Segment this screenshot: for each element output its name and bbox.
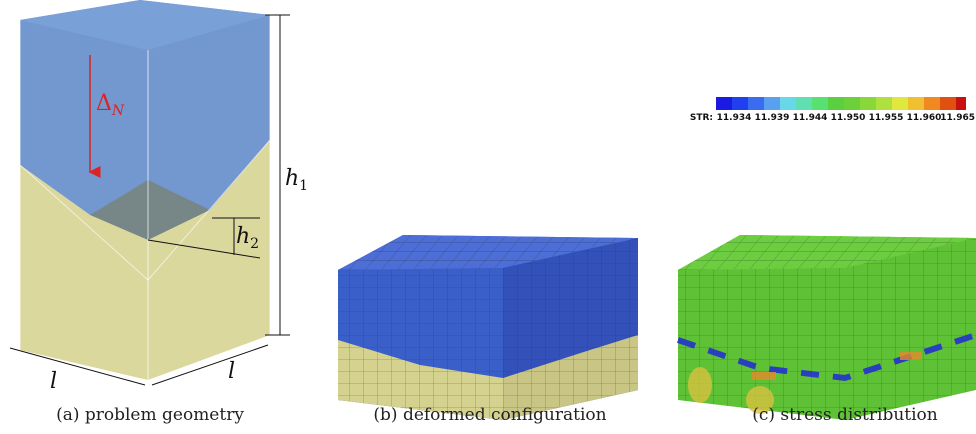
- colorbar-tick: 11.965: [940, 113, 975, 123]
- colorbar-tick: 11.944: [793, 113, 828, 123]
- colorbar-tick: 11.939: [755, 113, 790, 123]
- panel-a: ΔN h1 h2 l l (a) problem geometry: [10, 0, 308, 425]
- colorbar-tick: 11.934: [717, 113, 752, 123]
- panel-b: (b) deformed configuration: [338, 235, 638, 425]
- h1-label: h1: [285, 166, 308, 194]
- figure: ΔN h1 h2 l l (a) problem geometry (b) de…: [0, 0, 976, 434]
- width-label: l: [228, 359, 235, 384]
- caption: (a) problem geometry: [56, 405, 244, 425]
- width-label: l: [50, 369, 57, 394]
- colorbar-title: STR:: [690, 113, 713, 123]
- caption: (b) deformed configuration: [373, 405, 606, 425]
- colorbar-tick: 11.960: [907, 113, 942, 123]
- panel-c: STR: 11.934 11.939 11.944 11.950 11.955 …: [678, 97, 976, 425]
- colorbar-tick: 11.950: [831, 113, 866, 123]
- caption: (c) stress distribution: [752, 405, 938, 425]
- colorbar: STR: 11.934 11.939 11.944 11.950 11.955 …: [690, 97, 975, 123]
- colorbar-tick: 11.955: [869, 113, 904, 123]
